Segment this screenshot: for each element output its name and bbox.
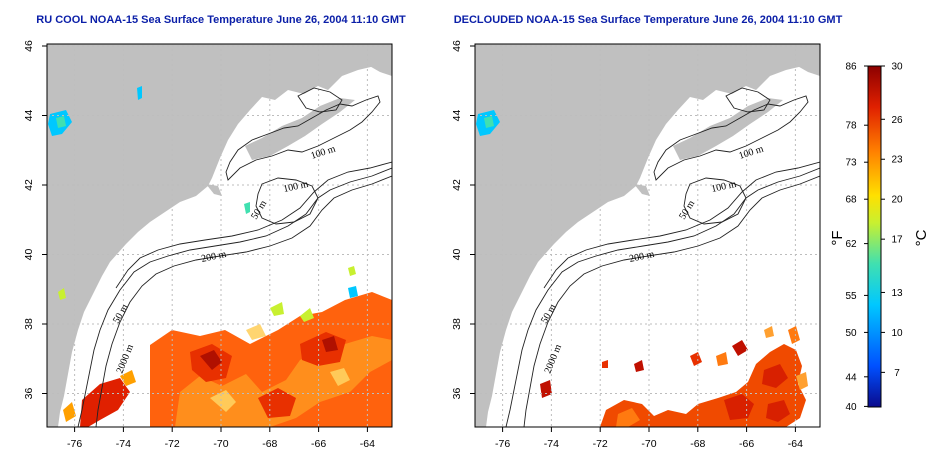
- sst-patch: [600, 344, 806, 427]
- fahrenheit-tick-label: 68: [845, 195, 857, 206]
- right-y-tick-labels: 36 38 40 42 44 46: [451, 40, 463, 399]
- sst-patch: [724, 364, 790, 422]
- left-axis-ticks: [42, 45, 368, 432]
- x-tick-label: -70: [641, 438, 656, 450]
- y-tick-label: 42: [23, 179, 35, 191]
- fahrenheit-tick-label: 62: [845, 239, 857, 250]
- x-tick-label: -68: [262, 438, 277, 450]
- y-tick-label: 42: [451, 179, 463, 191]
- x-tick-label: -72: [165, 438, 180, 450]
- sst-patch: [80, 378, 130, 427]
- fahrenheit-tick-label: 44: [845, 372, 857, 383]
- x-tick-label: -64: [360, 438, 375, 450]
- right-gridlines: [475, 44, 820, 427]
- left-map-panel: RU COOL NOAA-15 Sea Surface Temperature …: [23, 14, 406, 450]
- fahrenheit-unit-label: °F: [829, 230, 846, 245]
- x-tick-label: -68: [690, 438, 705, 450]
- fahrenheit-tick-label: 73: [845, 158, 857, 169]
- fahrenheit-tick-label: 78: [845, 121, 857, 132]
- celsius-tick-label: 26: [891, 115, 903, 126]
- x-tick-label: -76: [67, 438, 82, 450]
- right-map-title: DECLOUDED NOAA-15 Sea Surface Temperatur…: [454, 14, 843, 26]
- left-map-title: RU COOL NOAA-15 Sea Surface Temperature …: [36, 14, 406, 26]
- land-mass: [475, 44, 820, 427]
- sst-patch: [58, 266, 356, 322]
- y-tick-label: 46: [451, 40, 463, 52]
- contour-label: 200 m: [628, 249, 655, 265]
- sst-patch: [764, 326, 808, 390]
- land-mass: [47, 44, 392, 427]
- newfoundland: [780, 44, 820, 76]
- fahrenheit-tick-label: 86: [845, 62, 857, 73]
- fahrenheit-tick-label: 50: [845, 328, 857, 339]
- cape-cod: [634, 184, 650, 196]
- nova-scotia: [245, 98, 355, 160]
- cape-cod: [206, 184, 222, 196]
- x-tick-label: -70: [213, 438, 228, 450]
- y-tick-label: 38: [451, 318, 463, 330]
- left-bathymetry-contours: [77, 87, 392, 427]
- celsius-tick-label: 20: [891, 195, 903, 206]
- x-tick-label: -72: [593, 438, 608, 450]
- x-tick-label: -74: [116, 438, 131, 450]
- sst-patch: [200, 336, 338, 370]
- celsius-tick-label: 10: [891, 328, 903, 339]
- nova-scotia: [673, 98, 783, 160]
- celsius-unit-label: °C: [913, 229, 930, 246]
- celsius-tick-label: 7: [894, 368, 900, 379]
- sst-patch: [484, 116, 494, 128]
- sst-patch: [190, 332, 346, 418]
- celsius-tick-label: 13: [891, 288, 903, 299]
- celsius-ticks: 30 26 23 20 17 13 10 7: [881, 62, 903, 379]
- newfoundland: [352, 44, 392, 76]
- right-map-panel: DECLOUDED NOAA-15 Sea Surface Temperatur…: [451, 14, 843, 450]
- fahrenheit-ticks: 86 78 73 68 62 55 50 44 40: [845, 62, 868, 413]
- sst-patch: [210, 324, 350, 412]
- celsius-tick-label: 23: [891, 155, 903, 166]
- y-tick-label: 40: [23, 249, 35, 261]
- x-tick-label: -64: [788, 438, 803, 450]
- y-tick-label: 38: [23, 318, 35, 330]
- fahrenheit-tick-label: 40: [845, 402, 857, 413]
- colorbar-gradient: [867, 65, 882, 408]
- left-y-tick-labels: 36 38 40 42 44 46: [23, 40, 35, 399]
- x-tick-label: -66: [739, 438, 754, 450]
- celsius-tick-label: 30: [891, 62, 903, 73]
- right-bathymetry-contours: [505, 87, 820, 427]
- y-tick-label: 36: [23, 388, 35, 400]
- y-tick-label: 40: [451, 249, 463, 261]
- x-tick-label: -76: [495, 438, 510, 450]
- left-gridlines: [47, 44, 392, 427]
- left-plot-frame: [46, 43, 393, 428]
- sst-patch: [616, 326, 800, 427]
- contour-label: 100 m: [282, 179, 309, 195]
- x-tick-label: -66: [311, 438, 326, 450]
- x-tick-label: -74: [544, 438, 559, 450]
- temperature-colorbar: °F °C 30 26 23 20 17 13 10 7 86 78 73 68 62 55 50 44 40: [829, 62, 930, 413]
- right-axis-ticks: [470, 45, 796, 432]
- y-tick-label: 44: [23, 110, 35, 122]
- sst-patch: [63, 370, 136, 422]
- y-tick-label: 36: [451, 388, 463, 400]
- celsius-tick-label: 17: [891, 235, 903, 246]
- right-x-tick-labels: -76 -74 -72 -70 -68 -66 -64: [495, 438, 803, 450]
- left-x-tick-labels: -76 -74 -72 -70 -68 -66 -64: [67, 438, 375, 450]
- contour-label: 200 m: [200, 249, 227, 265]
- y-tick-label: 44: [451, 110, 463, 122]
- contour-label: 100 m: [710, 179, 737, 195]
- y-tick-label: 46: [23, 40, 35, 52]
- fahrenheit-tick-label: 55: [845, 291, 857, 302]
- right-plot-frame: [474, 43, 821, 428]
